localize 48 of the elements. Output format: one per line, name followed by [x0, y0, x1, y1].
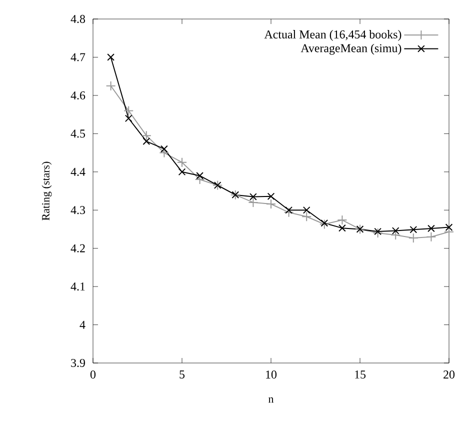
legend-label: AverageMean (simu): [300, 44, 402, 55]
y-tick-label: 4.8: [70, 14, 86, 24]
x-tick-label: 0: [90, 370, 96, 379]
point: [285, 206, 292, 214]
y-tick-label: 4.6: [70, 91, 86, 100]
point: [106, 80, 116, 91]
x-tick-label: 15: [355, 370, 366, 379]
y-tick-label: 4.5: [70, 130, 86, 138]
y-axis-title: Rating (stars): [42, 162, 52, 220]
x-tick-label: 20: [444, 370, 455, 379]
y-tick-label: 3.9: [71, 358, 85, 368]
point: [410, 226, 418, 234]
point: [250, 193, 257, 200]
y-tick-label: 4.2: [70, 244, 85, 252]
x-axis-title: n: [268, 397, 274, 403]
point: [178, 168, 186, 176]
point: [284, 207, 294, 218]
point: [338, 224, 346, 232]
x-tick-label: 10: [266, 370, 277, 379]
point: [302, 212, 312, 222]
point: [267, 192, 275, 200]
point: [196, 172, 204, 180]
y-tick-label: 4.1: [70, 282, 85, 291]
point: [320, 219, 328, 227]
point: [107, 54, 114, 61]
point: [337, 215, 348, 226]
legend-label: Actual Mean (16,454 books): [264, 30, 402, 41]
point: [426, 232, 436, 242]
point: [124, 106, 134, 116]
point: [124, 114, 132, 122]
point: [248, 197, 258, 208]
x-tick-label: 5: [180, 370, 185, 378]
y-tick-label: 4.4: [70, 168, 86, 176]
point: [177, 157, 187, 168]
point: [302, 206, 310, 214]
point: [428, 224, 435, 232]
y-tick-label: 4.3: [70, 206, 86, 214]
point: [141, 130, 152, 141]
y-tick-label: 4: [80, 320, 86, 329]
point: [392, 227, 400, 234]
point: [408, 233, 418, 244]
point: [160, 145, 168, 153]
point: [445, 224, 453, 231]
point: [319, 219, 330, 230]
point: [142, 138, 150, 145]
point: [374, 228, 382, 236]
point: [159, 148, 170, 158]
y-tick-label: 4.7: [70, 53, 86, 62]
